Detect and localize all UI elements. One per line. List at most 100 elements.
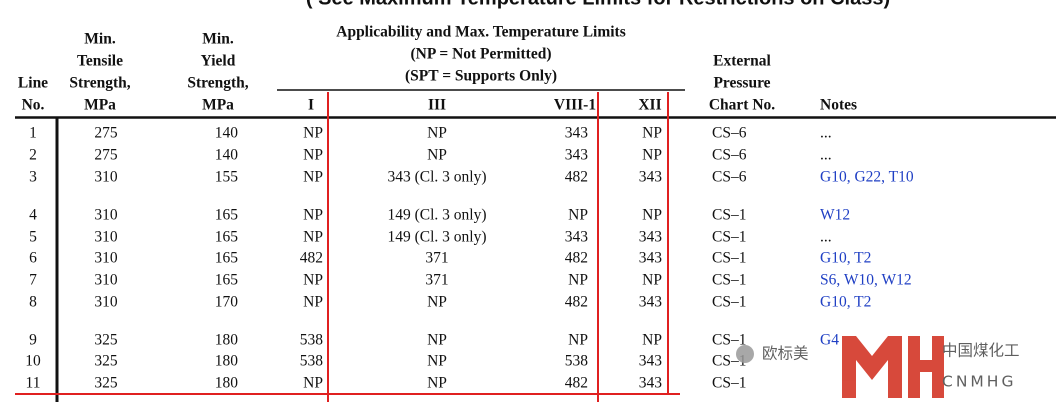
cell-xii: NP: [642, 332, 662, 349]
header-applicability: Applicability and Max. Temperature Limit…: [336, 24, 626, 41]
cell-xii: NP: [642, 207, 662, 224]
wm-brand-cn: 中国煤化工: [942, 342, 1020, 360]
cell-i: 482: [300, 250, 323, 267]
cell-xii: NP: [642, 125, 662, 142]
cell-line: 10: [25, 353, 41, 370]
cell-tensile: 310: [94, 207, 118, 224]
cell-i: NP: [303, 294, 323, 311]
cell-yield: 165: [215, 229, 239, 246]
cell-yield: 140: [215, 147, 239, 164]
header-chart: External: [713, 53, 771, 70]
cell-iii: NP: [427, 353, 447, 370]
wm-brand-en: CNMHG: [942, 373, 1016, 391]
header-sub: III: [428, 97, 446, 114]
header-sub: VIII-1: [554, 97, 596, 114]
cell-i: NP: [303, 375, 323, 392]
cell-i: NP: [303, 207, 323, 224]
cell-line: 6: [29, 250, 37, 267]
wm-logo: [842, 336, 902, 398]
cell-tensile: 275: [94, 147, 118, 164]
cell-line: 11: [26, 375, 41, 392]
header-yield: Min.: [202, 31, 234, 48]
cell-iii: 371: [425, 272, 448, 289]
cell-notes: G10, T2: [820, 294, 871, 311]
cell-i: NP: [303, 125, 323, 142]
cell-viii: 482: [565, 375, 588, 392]
cell-xii: 343: [639, 353, 663, 370]
cell-yield: 165: [215, 207, 239, 224]
cell-tensile: 325: [94, 353, 118, 370]
cell-notes: W12: [820, 207, 850, 224]
cell-notes: ...: [820, 229, 832, 246]
cell-tensile: 275: [94, 125, 118, 142]
header-tensile: Tensile: [77, 53, 123, 70]
cell-tensile: 310: [94, 169, 118, 186]
cell-xii: 343: [639, 169, 663, 186]
cell-chart: CS–1: [712, 229, 746, 246]
header-applicability: (SPT = Supports Only): [405, 68, 557, 85]
cell-tensile: 310: [94, 294, 118, 311]
cell-chart: CS–6: [712, 169, 747, 186]
header-sub: I: [308, 97, 314, 114]
header-line: Line: [18, 75, 48, 92]
cell-iii: 343 (Cl. 3 only): [387, 169, 486, 186]
cell-tensile: 325: [94, 332, 118, 349]
cell-xii: 343: [639, 294, 663, 311]
header-tensile: Min.: [84, 31, 116, 48]
cell-iii: NP: [427, 294, 447, 311]
header-line: No.: [22, 97, 45, 114]
cell-xii: 343: [639, 250, 663, 267]
cell-yield: 165: [215, 272, 239, 289]
cell-notes: ...: [820, 125, 832, 142]
cell-i: 538: [300, 353, 324, 370]
cell-chart: CS–6: [712, 125, 747, 142]
cell-viii: 343: [565, 229, 589, 246]
cell-notes: G4: [820, 332, 839, 349]
cell-yield: 140: [215, 125, 239, 142]
cell-chart: CS–1: [712, 332, 746, 349]
header-yield: MPa: [202, 97, 234, 114]
cell-viii: 538: [565, 353, 589, 370]
cell-yield: 170: [215, 294, 239, 311]
cell-viii: 343: [565, 125, 589, 142]
cell-line: 8: [29, 294, 37, 311]
cell-xii: 343: [639, 375, 663, 392]
watermark: 欧标美 中国煤化工 CNMHG: [736, 336, 1020, 398]
cell-xii: NP: [642, 147, 662, 164]
cell-chart: CS–1: [712, 207, 746, 224]
cell-chart: CS–1: [712, 294, 746, 311]
header-chart: Chart No.: [709, 97, 775, 114]
table-title: ( See Maximum Temperature Limits for Res…: [306, 0, 890, 9]
cell-iii: 149 (Cl. 3 only): [387, 229, 486, 246]
cell-chart: CS–6: [712, 147, 747, 164]
cell-notes: G10, T2: [820, 250, 871, 267]
cell-yield: 155: [215, 169, 239, 186]
wm-account: 欧标美: [762, 345, 809, 363]
cell-notes: G10, G22, T10: [820, 169, 914, 186]
cell-line: 7: [29, 272, 37, 289]
cell-yield: 180: [215, 375, 239, 392]
cell-chart: CS–1: [712, 375, 746, 392]
cell-viii: 482: [565, 294, 588, 311]
cells: Line No. Min. Tensile Strength, MPa Min. Yield S…: [18, 24, 914, 392]
header-yield: Yield: [201, 53, 236, 70]
cell-i: NP: [303, 229, 323, 246]
header-yield: Strength,: [187, 75, 248, 92]
cell-i: NP: [303, 272, 323, 289]
cell-viii: 482: [565, 250, 588, 267]
cell-yield: 180: [215, 353, 239, 370]
cell-line: 4: [29, 207, 37, 224]
cell-iii: NP: [427, 375, 447, 392]
cell-viii: NP: [568, 207, 588, 224]
cell-notes: S6, W10, W12: [820, 272, 912, 289]
cell-iii: 149 (Cl. 3 only): [387, 207, 486, 224]
cell-chart: CS–1: [712, 250, 746, 267]
cell-line: 1: [29, 125, 37, 142]
cell-line: 3: [29, 169, 37, 186]
cell-iii: NP: [427, 125, 447, 142]
cell-yield: 180: [215, 332, 239, 349]
cell-iii: 371: [425, 250, 448, 267]
wm-logo: [908, 336, 944, 398]
cell-xii: 343: [639, 229, 663, 246]
